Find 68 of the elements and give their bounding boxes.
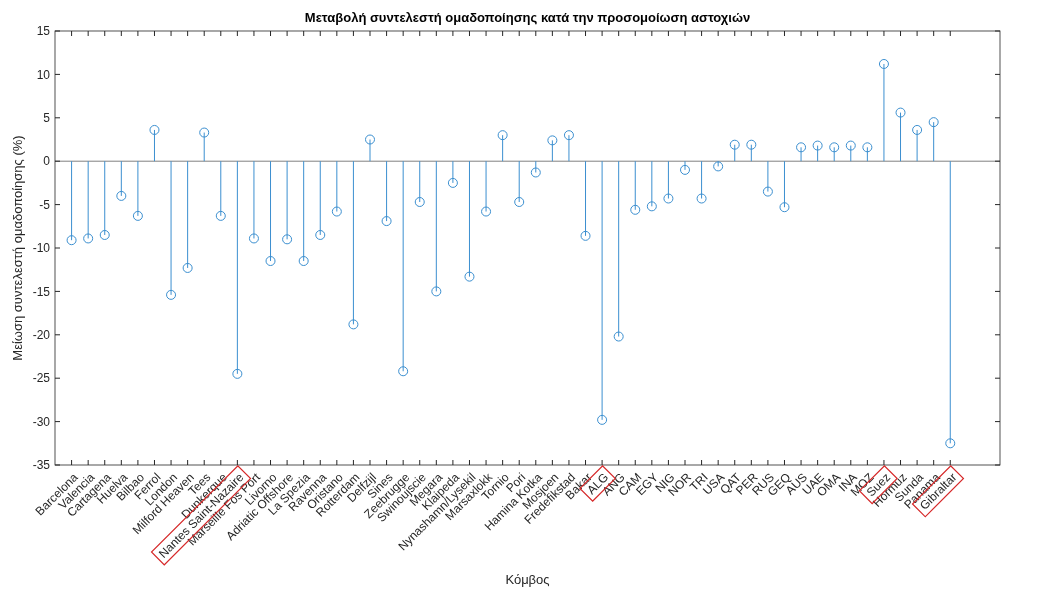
point [232,368,243,379]
point [431,286,442,297]
point [464,271,475,282]
point [497,130,508,141]
point [829,142,840,153]
point [912,124,923,135]
point [812,140,823,151]
point [248,233,259,244]
y-tick-label: 10 [36,67,51,82]
point [746,139,757,150]
point [680,164,690,175]
point [348,319,359,330]
point [762,186,773,197]
point [580,230,591,241]
y-tick-label: -10 [32,241,51,256]
point [66,235,77,246]
y-tick-label: -20 [32,328,51,342]
y-tick-label: 5 [43,111,51,125]
point [945,438,956,449]
point [796,142,807,153]
point [298,256,309,267]
point [895,107,906,118]
point [862,142,873,153]
point [331,206,342,217]
point [845,140,856,151]
point [365,134,375,145]
point [878,58,889,69]
point [630,204,641,215]
point [149,124,160,135]
y-tick-label: -15 [32,284,51,299]
point [597,414,608,425]
point [199,127,210,138]
point [215,210,226,221]
point [481,206,492,217]
point [663,193,674,204]
point [530,167,541,178]
point [514,197,525,207]
point [547,135,558,146]
point [315,229,326,240]
y-tick-label: 0 [43,154,51,169]
y-axis-title: Μείωση συντελεστή ομαδοποίησης (%) [10,135,25,361]
point [83,233,94,244]
point [928,117,939,128]
point [696,193,707,204]
point [116,190,127,201]
y-tick-label: -30 [32,414,51,429]
point [182,262,193,273]
point [779,202,790,213]
x-axis-title: Κόμβος [505,572,550,587]
y-tick-label: -5 [39,197,51,212]
point [132,210,143,221]
point [414,197,425,207]
point [613,331,624,342]
y-tick-label: -25 [32,371,51,386]
point [381,216,392,227]
point [398,366,409,377]
point [282,234,293,245]
point [729,139,740,150]
chart-title: Μεταβολή συντελεστή ομαδοποίησης κατά την προσομοίωση αστοχιών [304,10,751,25]
point [166,289,177,300]
point [713,161,724,172]
point [563,130,574,141]
point [447,177,458,188]
point [646,201,657,212]
y-tick-label: 15 [36,24,51,39]
y-tick-label: -35 [32,458,51,473]
point [265,256,276,267]
point [99,229,110,240]
